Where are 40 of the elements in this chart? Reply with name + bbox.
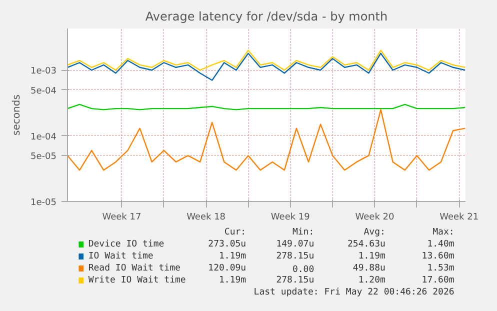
text: 1.19m — [218, 252, 246, 262]
x-tick-label: Week 19 — [270, 212, 310, 222]
text: Last update: Fri May 22 00:46:26 2026 — [254, 288, 454, 298]
text: 0.00 — [292, 265, 314, 275]
text: 13.60m — [422, 252, 454, 262]
y-axis-title: seconds — [12, 94, 23, 136]
text: Min: — [292, 228, 314, 238]
legend-label: Device IO time — [88, 240, 164, 250]
legend-label: Read IO Wait time — [88, 264, 180, 274]
text: 17.60m — [422, 276, 454, 286]
text: Max: — [432, 228, 454, 238]
y-tick-label: 5e-05 — [30, 152, 57, 162]
text: 1.53m — [427, 264, 454, 274]
y-tick-label: 1e-03 — [30, 66, 57, 77]
legend-label: IO Wait time — [88, 252, 154, 262]
x-tick-label: Week 17 — [102, 212, 142, 222]
text: 120.09u — [208, 264, 246, 274]
x-tick-label: Week 21 — [440, 212, 479, 222]
text: 278.15u — [276, 252, 314, 262]
line-series — [68, 109, 466, 171]
text: 254.63u — [347, 240, 386, 250]
text: 1.20m — [358, 276, 386, 286]
text: Avg: — [364, 228, 386, 238]
text: Cur: — [224, 228, 246, 238]
chart-title: Average latency for /dev/sda - by month — [145, 10, 388, 24]
y-tick-label: 1e-05 — [30, 198, 57, 208]
text: 49.88u — [352, 264, 386, 274]
text: 273.05u — [208, 240, 246, 250]
text: 149.07u — [276, 240, 314, 250]
text: 1.19m — [218, 276, 246, 286]
line-series — [68, 52, 466, 81]
x-tick-label: Week 18 — [186, 212, 226, 222]
line-series — [68, 50, 466, 71]
x-tick-label: Week 20 — [355, 212, 395, 222]
text: 1.19m — [358, 252, 386, 262]
text: 1.40m — [427, 240, 454, 250]
y-tick-label: 5e-04 — [30, 86, 57, 96]
text: 278.15u — [276, 276, 314, 286]
legend-label: Write IO Wait time — [88, 276, 186, 286]
y-tick-label: 1e-04 — [30, 132, 57, 142]
